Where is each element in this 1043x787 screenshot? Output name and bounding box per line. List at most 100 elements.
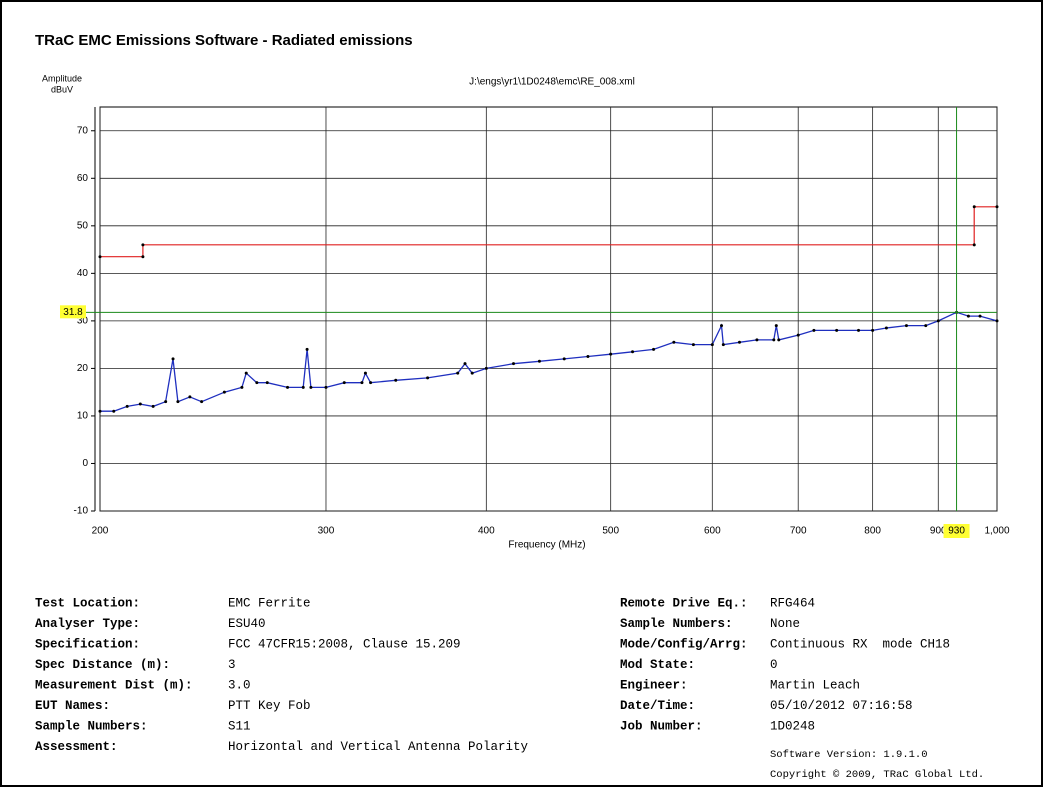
info-label: Mode/Config/Arrg: [620,637,748,651]
y-tick-label: 10 [77,411,89,422]
data-point [672,340,676,344]
data-point [812,328,816,332]
info-value: 3.0 [228,678,251,692]
data-point [463,362,467,366]
info-label: Sample Numbers: [620,617,733,631]
data-point [972,205,976,209]
y-tick-label: -10 [74,506,89,517]
info-label: Date/Time: [620,699,695,713]
data-point [484,366,488,370]
data-point [188,395,192,399]
info-label: Spec Distance (m): [35,658,170,672]
info-label: Assessment: [35,740,118,754]
info-label: Job Number: [620,719,703,733]
data-point [456,371,460,375]
data-point [360,381,364,385]
data-point [796,333,800,337]
x-tick-label: 900 [930,526,947,537]
data-point [265,381,269,385]
info-value: 0 [770,658,778,672]
data-point [710,343,714,347]
data-point [777,338,781,342]
data-point [936,319,940,323]
info-value: Continuous RX mode CH18 [770,637,950,651]
info-label: Mod State: [620,658,695,672]
info-value: 05/10/2012 07:16:58 [770,699,913,713]
software-version: Software Version: 1.9.1.0 [770,749,928,761]
data-point [98,255,102,259]
data-point [562,357,566,361]
y-axis-label: Amplitude [42,73,82,83]
y-axis-label: dBuV [51,84,73,94]
data-point [470,371,474,375]
data-point [857,328,861,332]
y-tick-label: 50 [77,220,89,231]
data-point [966,314,970,318]
info-value: Martin Leach [770,678,860,692]
info-label: Specification: [35,637,140,651]
x-tick-label: 700 [790,526,807,537]
data-point [164,400,168,404]
y-tick-label: 0 [82,458,88,469]
data-point [286,385,290,389]
info-value: 3 [228,658,236,672]
data-point [972,243,976,247]
data-point [141,255,145,259]
y-tick-label: 40 [77,268,89,279]
data-point [609,352,613,356]
copyright: Copyright © 2009, TRaC Global Ltd. [770,769,984,781]
marker-label: 31.8 [63,307,83,318]
info-value: RFG464 [770,596,815,610]
info-value: FCC 47CFR15:2008, Clause 15.209 [228,637,461,651]
data-point [755,338,759,342]
plot-frame [99,106,998,512]
data-point [537,359,541,363]
data-point [112,409,116,413]
data-point [720,324,724,328]
x-tick-label: 400 [478,526,495,537]
data-point [200,400,204,404]
marker-label: 930 [948,526,965,537]
data-point [125,404,129,408]
data-point [301,385,305,389]
data-point [426,376,430,380]
info-label: Sample Numbers: [35,719,148,733]
data-point [98,409,102,413]
data-point [151,404,155,408]
info-value: Horizontal and Vertical Antenna Polarity [228,740,529,754]
info-label: Measurement Dist (m): [35,678,193,692]
info-label: Test Location: [35,596,140,610]
x-tick-label: 500 [602,526,619,537]
info-value: EMC Ferrite [228,596,311,610]
data-point [691,343,695,347]
x-axis-label: Frequency (MHz) [508,540,585,551]
data-point [255,381,259,385]
data-point [924,324,928,328]
chart-title: J:\engs\yr1\1D0248\emc\RE_008.xml [469,77,635,88]
data-point [222,390,226,394]
data-point [240,385,244,389]
data-point [586,355,590,359]
info-value: ESU40 [228,617,266,631]
data-point [141,243,145,247]
data-point [978,314,982,318]
data-point [309,385,313,389]
data-point [995,319,999,323]
data-point [721,343,725,347]
data-point [363,371,367,375]
data-point [904,324,908,328]
series-line [100,311,998,412]
data-point [835,328,839,332]
info-label: EUT Names: [35,699,110,713]
data-point [324,385,328,389]
y-tick-label: 30 [77,316,89,327]
x-tick-label: 1,000 [984,526,1009,537]
data-point [871,328,875,332]
data-point [244,371,248,375]
data-point [369,381,373,385]
data-point [176,400,180,404]
info-value: None [770,617,800,631]
info-label: Analyser Type: [35,617,140,631]
data-point [772,338,776,342]
